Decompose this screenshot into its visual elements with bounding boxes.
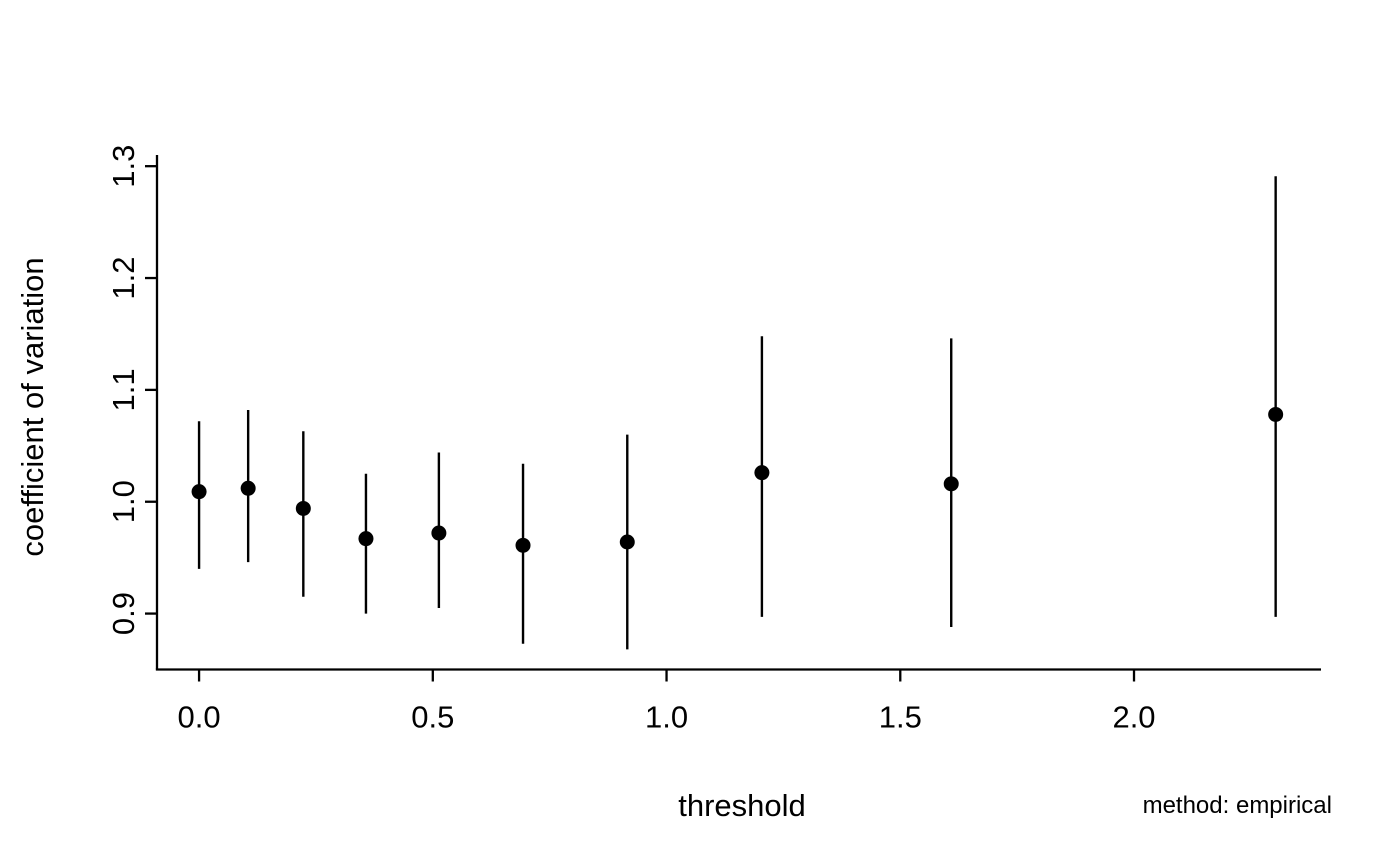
x-tick-label: 2.0 xyxy=(1112,700,1155,735)
y-tick-label: 1.3 xyxy=(106,145,141,188)
data-point xyxy=(295,500,311,516)
data-point xyxy=(619,534,635,550)
data-point xyxy=(515,537,531,553)
y-tick-label: 0.9 xyxy=(106,592,141,635)
y-tick-label: 1.0 xyxy=(106,480,141,523)
y-tick-label: 1.2 xyxy=(106,256,141,299)
y-tick-label: 1.1 xyxy=(106,368,141,411)
data-point xyxy=(1268,406,1284,422)
y-axis-title: coefficient of variation xyxy=(15,257,50,557)
data-point xyxy=(191,484,207,500)
x-tick-label: 0.5 xyxy=(411,700,454,735)
x-tick-label: 1.5 xyxy=(879,700,922,735)
data-point xyxy=(240,480,256,496)
data-point xyxy=(431,525,447,541)
x-tick-label: 0.0 xyxy=(178,700,221,735)
method-annotation: method: empirical xyxy=(1142,792,1332,819)
data-point xyxy=(943,476,959,492)
data-point xyxy=(754,465,770,481)
x-axis-title: threshold xyxy=(678,788,806,823)
data-point xyxy=(358,531,374,547)
x-tick-label: 1.0 xyxy=(645,700,688,735)
